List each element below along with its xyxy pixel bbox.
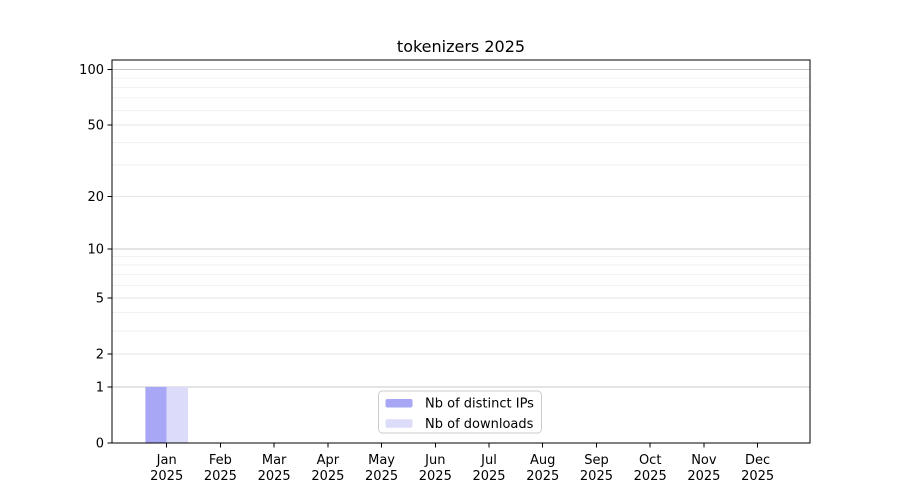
legend-label: Nb of distinct IPs bbox=[425, 397, 534, 412]
x-tick-year-label: 2025 bbox=[365, 469, 398, 484]
axis-labels: 0125102050100Jan2025Feb2025Mar2025Apr202… bbox=[79, 63, 774, 484]
x-tick-year-label: 2025 bbox=[634, 469, 667, 484]
x-tick-year-label: 2025 bbox=[580, 469, 613, 484]
y-tick-label: 20 bbox=[87, 190, 104, 205]
y-tick-label: 10 bbox=[87, 242, 104, 257]
grid-major bbox=[112, 69, 810, 388]
x-tick-month-label: Sep bbox=[584, 453, 609, 468]
x-tick-year-label: 2025 bbox=[311, 469, 344, 484]
x-tick-month-label: Apr bbox=[317, 453, 340, 468]
x-tick-year-label: 2025 bbox=[204, 469, 237, 484]
x-tick-month-label: Aug bbox=[530, 453, 555, 468]
legend-label: Nb of downloads bbox=[425, 417, 534, 432]
x-tick-month-label: Nov bbox=[691, 453, 717, 468]
y-tick-label: 5 bbox=[96, 291, 104, 306]
x-tick-year-label: 2025 bbox=[150, 469, 183, 484]
x-tick-year-label: 2025 bbox=[258, 469, 291, 484]
y-tick-label: 100 bbox=[79, 63, 104, 78]
x-tick-month-label: Oct bbox=[639, 453, 661, 468]
bars bbox=[145, 386, 188, 443]
y-tick-label: 1 bbox=[96, 380, 104, 395]
x-tick-month-label: Mar bbox=[262, 453, 287, 468]
x-tick-year-label: 2025 bbox=[472, 469, 505, 484]
x-tick-month-label: Feb bbox=[209, 453, 232, 468]
x-tick-month-label: Jul bbox=[480, 453, 497, 468]
x-tick-month-label: Jun bbox=[424, 453, 445, 468]
legend-box bbox=[378, 390, 542, 434]
chart-title: tokenizers 2025 bbox=[397, 37, 525, 56]
legend-swatch-nb-of-downloads bbox=[385, 419, 413, 428]
y-tick-label: 50 bbox=[87, 118, 104, 133]
legend-swatch-nb-of-distinct-ips bbox=[385, 399, 413, 408]
x-tick-month-label: Jan bbox=[156, 453, 177, 468]
bar-nb-of-downloads bbox=[166, 386, 188, 443]
x-tick-month-label: May bbox=[368, 453, 395, 468]
bar-nb-of-distinct-ips bbox=[145, 386, 167, 443]
x-tick-year-label: 2025 bbox=[741, 469, 774, 484]
y-tick-label: 0 bbox=[96, 437, 104, 452]
x-tick-year-label: 2025 bbox=[419, 469, 452, 484]
x-tick-year-label: 2025 bbox=[526, 469, 559, 484]
plot-frame bbox=[111, 59, 811, 444]
axes-frame bbox=[107, 59, 811, 448]
x-tick-year-label: 2025 bbox=[687, 469, 720, 484]
x-tick-month-label: Dec bbox=[745, 453, 770, 468]
y-tick-label: 2 bbox=[96, 348, 104, 363]
grid-minor bbox=[112, 77, 810, 332]
legend: Nb of distinct IPs Nb of downloads bbox=[378, 390, 542, 434]
